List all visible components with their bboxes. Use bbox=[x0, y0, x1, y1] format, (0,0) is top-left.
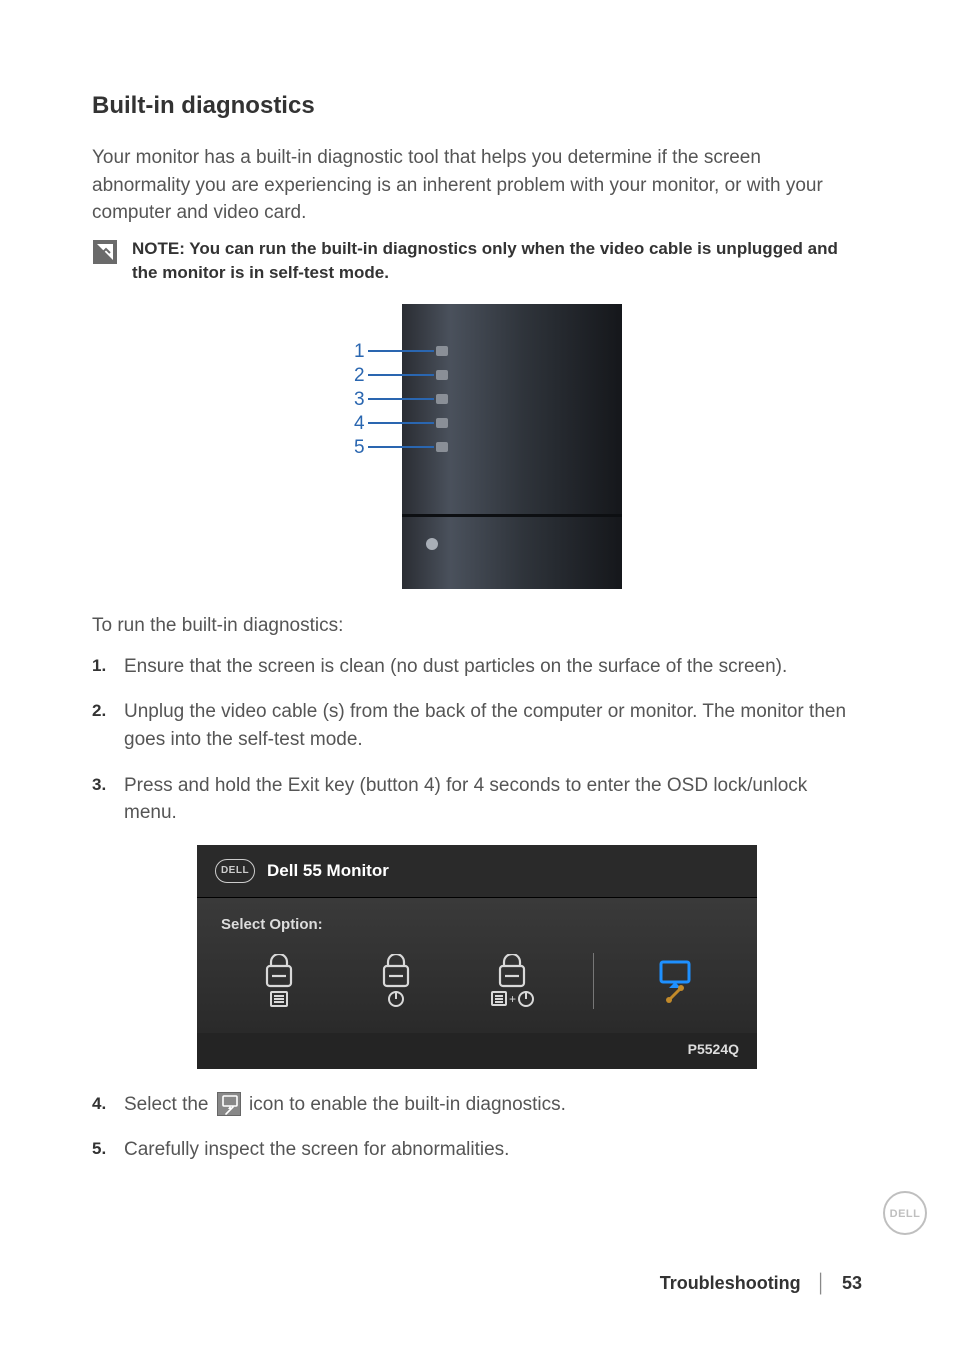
callout-5: 5 bbox=[354, 437, 365, 458]
note-text: NOTE: You can run the built-in diagnosti… bbox=[132, 237, 862, 286]
page-footer: Troubleshooting │ 53 bbox=[660, 1273, 862, 1294]
osd-option-lock-menu[interactable] bbox=[243, 954, 315, 1008]
osd-title: Dell 55 Monitor bbox=[267, 861, 389, 881]
svg-text:DELL: DELL bbox=[890, 1208, 921, 1220]
dell-badge-icon: DELL bbox=[882, 1190, 928, 1236]
osd-body: Select Option: bbox=[197, 898, 757, 1033]
footer-section: Troubleshooting bbox=[660, 1273, 801, 1293]
callout-4: 4 bbox=[354, 413, 365, 434]
osd-icon-row: + bbox=[221, 947, 733, 1023]
callout-1: 1 bbox=[354, 341, 365, 362]
footer-page-number: 53 bbox=[842, 1273, 862, 1293]
osd-option-diagnostics[interactable] bbox=[639, 956, 711, 1006]
svg-text:+: + bbox=[509, 992, 516, 1006]
intro-paragraph: Your monitor has a built-in diagnostic t… bbox=[92, 144, 862, 227]
osd-option-lock-power[interactable] bbox=[360, 954, 432, 1008]
step-3-text: Press and hold the Exit key (button 4) f… bbox=[124, 775, 807, 824]
diagnostics-inline-icon bbox=[217, 1092, 241, 1116]
page-heading: Built-in diagnostics bbox=[92, 92, 862, 120]
osd-model-label: P5524Q bbox=[197, 1033, 757, 1069]
step-4: 4. Select the icon to enable the built-i… bbox=[120, 1091, 862, 1119]
note-icon bbox=[92, 239, 118, 265]
osd-panel: DELL Dell 55 Monitor Select Option: bbox=[197, 845, 757, 1069]
step-1: 1.Ensure that the screen is clean (no du… bbox=[120, 653, 862, 681]
step-2: 2.Unplug the video cable (s) from the ba… bbox=[120, 698, 862, 753]
dell-logo-icon: DELL bbox=[215, 859, 255, 883]
step-1-text: Ensure that the screen is clean (no dust… bbox=[124, 656, 787, 677]
note-block: NOTE: You can run the built-in diagnosti… bbox=[92, 237, 862, 286]
procedure-list: 1.Ensure that the screen is clean (no du… bbox=[92, 653, 862, 827]
step-5-text: Carefully inspect the screen for abnorma… bbox=[124, 1139, 509, 1160]
footer-separator: │ bbox=[816, 1273, 827, 1293]
step-4-post: icon to enable the built-in diagnostics. bbox=[244, 1094, 566, 1115]
callout-3: 3 bbox=[354, 389, 365, 410]
procedure-lead: To run the built-in diagnostics: bbox=[92, 615, 862, 637]
monitor-side-figure: 1 2 3 4 5 bbox=[92, 304, 862, 589]
step-2-text: Unplug the video cable (s) from the back… bbox=[124, 701, 846, 750]
step-5: 5.Carefully inspect the screen for abnor… bbox=[120, 1136, 862, 1164]
osd-separator bbox=[593, 953, 594, 1009]
osd-select-label: Select Option: bbox=[221, 916, 733, 933]
callout-2: 2 bbox=[354, 365, 365, 386]
osd-header: DELL Dell 55 Monitor bbox=[197, 845, 757, 898]
procedure-list-continued: 4. Select the icon to enable the built-i… bbox=[92, 1091, 862, 1164]
step-3: 3.Press and hold the Exit key (button 4)… bbox=[120, 772, 862, 827]
osd-option-lock-menu-power[interactable]: + bbox=[476, 954, 548, 1008]
step-4-pre: Select the bbox=[124, 1094, 214, 1115]
